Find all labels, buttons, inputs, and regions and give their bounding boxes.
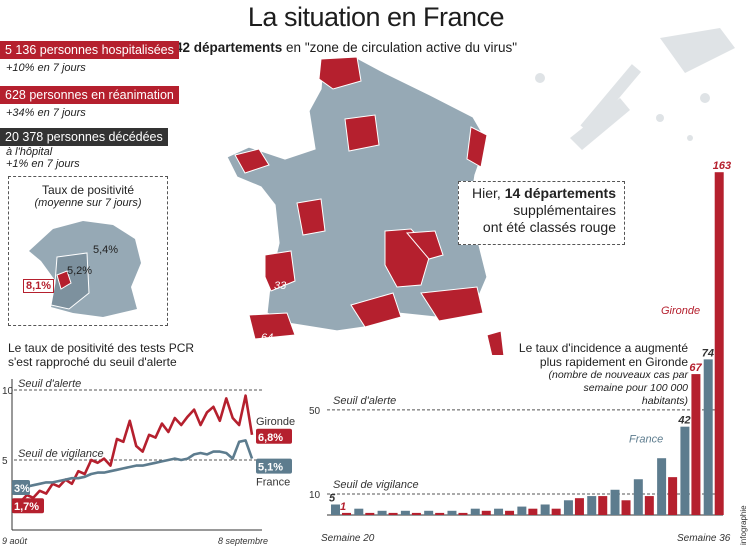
bar-gironde (668, 477, 678, 515)
end-label-gironde: 6,8% (258, 432, 283, 444)
bar-gironde (342, 512, 351, 515)
bar-france (331, 504, 340, 515)
x-tick-label: 9 août (2, 536, 28, 546)
positivity-france-value: 5,4% (93, 244, 119, 256)
bar-value-label: 1 (340, 501, 346, 513)
bar-gironde (621, 500, 631, 515)
bar-france (354, 508, 364, 515)
series-name-france: France (629, 434, 663, 446)
france-map: 33 64 (226, 56, 505, 355)
bar-france (633, 479, 643, 515)
y-tick-label: 10 (309, 490, 321, 501)
bar-value-label: 74 (702, 347, 714, 359)
bar-france (447, 510, 457, 515)
positivity-title: Taux de positivité (41, 183, 135, 197)
bar-france (470, 508, 480, 515)
start-label-bg (12, 480, 30, 495)
threshold-label: Seuil de vigilance (18, 448, 104, 460)
bar-france (563, 500, 573, 515)
threshold-label: Seuil d'alerte (333, 395, 396, 407)
y-tick-label: 10 (2, 386, 14, 397)
map-label-33: 33 (274, 280, 287, 292)
bar-france (657, 458, 667, 515)
y-tick-label: 50 (309, 406, 321, 417)
bar-gironde (435, 512, 445, 515)
bar-france (400, 510, 410, 515)
start-label-bg (12, 498, 44, 514)
stat-hospitalised: 5 136 personnes hospitalisées (0, 41, 179, 59)
positivity-region-value: 5,2% (67, 265, 93, 277)
positivity-gironde-value: 8,1% (23, 279, 55, 293)
bar-gironde (458, 512, 468, 515)
bar-value-label: 67 (689, 362, 702, 374)
series-line-france (13, 439, 254, 490)
y-tick-label: 5 (2, 456, 8, 467)
page-subtitle: 42 départements en "zone de circulation … (175, 40, 518, 55)
bar-france (517, 506, 527, 515)
series-name-gironde: Gironde (661, 305, 700, 317)
end-label-france: 5,1% (258, 462, 283, 474)
bar-value-label: 42 (677, 415, 690, 427)
stat-deaths: 20 378 personnes décédées (0, 128, 168, 146)
bar-france (610, 489, 620, 515)
end-label-bg (256, 458, 292, 474)
line-chart-title: Le taux de positivité des tests PCR s'es… (8, 341, 195, 369)
page-title: La situation en France (247, 2, 505, 32)
stat-hospitalised-change: +10% en 7 jours (6, 62, 86, 74)
x-tick-label: Semaine 20 (321, 533, 375, 544)
mini-france-map (29, 221, 141, 317)
positivity-subtitle: (moyenne sur 7 jours) (34, 197, 142, 209)
bar-france (424, 510, 434, 515)
bar-france (587, 496, 597, 515)
series-name-gironde: Gironde (256, 416, 295, 428)
series-line-gironde (13, 394, 254, 508)
bar-france (703, 359, 713, 515)
bar-value-label: 163 (713, 160, 731, 172)
bar-gironde (598, 496, 608, 515)
map-label-64: 64 (261, 332, 273, 344)
test-tube-illustration (535, 28, 735, 150)
x-tick-label: 8 septembre (218, 536, 268, 546)
map-note: Hier, 14 départements supplémentaires on… (458, 181, 625, 245)
x-tick-label: Semaine 36 (677, 533, 731, 544)
threshold-label: Seuil de vigilance (333, 479, 419, 491)
bar-france (494, 508, 504, 515)
positivity-box: Taux de positivité (moyenne sur 7 jours)… (8, 176, 168, 326)
bar-france (540, 504, 550, 515)
bar-france (680, 426, 690, 515)
bar-gironde (388, 512, 398, 515)
positivity-line-chart: Seuil d'alerte Seuil de vigilance 10 5 9 aoû… (2, 378, 295, 546)
start-label-gironde: 1,7% (14, 501, 39, 513)
series-name-france: France (256, 477, 290, 489)
bar-gironde (481, 510, 491, 515)
bar-gironde (365, 512, 375, 515)
incidence-bar-chart: Seuil d'alerte Seuil de vigilance 10 50 Sema… (309, 160, 731, 544)
credit: infographie (739, 505, 748, 545)
bar-gironde (551, 508, 561, 515)
bar-gironde (528, 508, 538, 515)
bar-gironde (714, 172, 724, 515)
stat-icu: 628 personnes en réanimation (0, 86, 179, 104)
bar-gironde (574, 498, 584, 515)
start-label-france: 3% (14, 483, 30, 495)
bar-france (377, 510, 387, 515)
bar-gironde (691, 374, 701, 515)
bar-chart-subtitle: (nombre de nouveaux cas par semaine pour… (548, 369, 689, 407)
stat-icu-change: +34% en 7 jours (6, 107, 86, 119)
bar-gironde (644, 496, 654, 515)
end-label-bg (256, 428, 292, 444)
bar-chart-title: Le taux d'incidence a augmenté plus rapi… (518, 341, 688, 369)
bar-gironde (411, 512, 421, 515)
stat-deaths-note: à l'hôpital (6, 146, 53, 158)
bar-value-label: 5 (329, 492, 336, 504)
bar-gironde (505, 510, 515, 515)
threshold-label: Seuil d'alerte (18, 378, 81, 390)
stat-deaths-change: +1% en 7 jours (6, 158, 80, 170)
